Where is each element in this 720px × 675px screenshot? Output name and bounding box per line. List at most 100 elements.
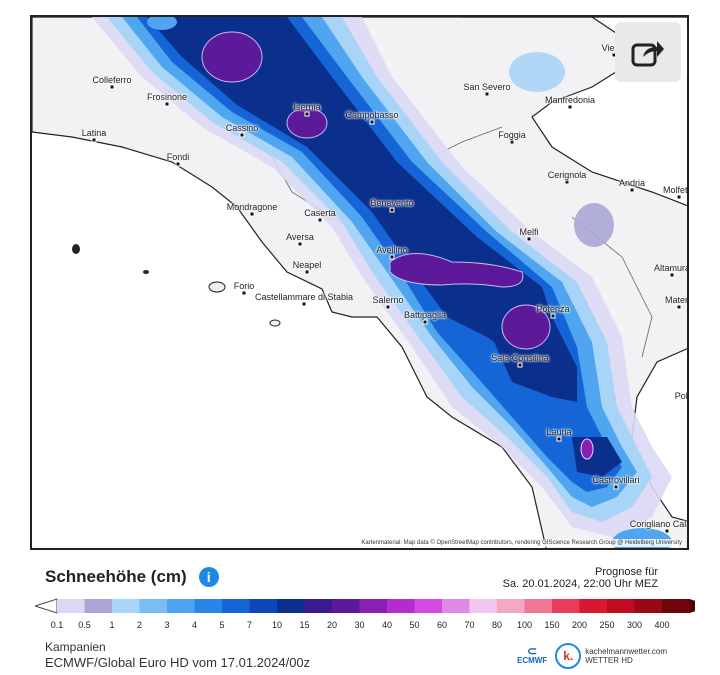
snow-core-5 [580, 438, 594, 460]
city-marker [297, 241, 303, 247]
city-label: Fondi [166, 152, 190, 162]
snow-core-3 [389, 253, 524, 288]
scale-tick: 150 [544, 620, 560, 630]
city-marker [664, 528, 670, 534]
city-label: Castrovillari [592, 475, 640, 485]
scale-tick: 0.1 [50, 620, 64, 630]
kachelmann-text: kachelmannwetter.com [585, 647, 668, 656]
city-label: Foggia [498, 130, 526, 140]
snow-core-1 [201, 31, 263, 83]
city-label: Avellino [376, 245, 408, 255]
city-marker [676, 304, 682, 310]
scale-tick: 4 [191, 620, 198, 630]
city-label: Salerno [372, 295, 404, 305]
scale-tick: 10 [271, 620, 283, 630]
scale-tick: 2 [136, 620, 143, 630]
scale-swatch [387, 599, 415, 613]
scale-tick: 250 [599, 620, 615, 630]
city-label: Altamura [653, 263, 689, 273]
city-label: Manfredonia [544, 95, 596, 105]
city-label: Neapel [292, 260, 322, 270]
scale-swatch [414, 599, 442, 613]
legend-title: Schneehöhe (cm) [45, 567, 187, 586]
city-marker [304, 269, 310, 275]
scale-swatch [579, 599, 607, 613]
city-label: San Severo [463, 82, 511, 92]
city-marker [389, 207, 395, 213]
snow-band-7 [147, 17, 567, 397]
snow-core-4 [501, 304, 551, 350]
city-marker [556, 436, 562, 442]
city-marker [301, 301, 307, 307]
snow-core-2 [286, 107, 328, 139]
scale-swatch [552, 599, 580, 613]
scale-tick: 200 [571, 620, 588, 630]
city-marker [689, 401, 690, 406]
map-attribution: Kartenmaterial: Map data © OpenStreetMap… [358, 539, 685, 547]
share-button[interactable] [615, 22, 681, 82]
scale-swatch [139, 599, 167, 613]
city-marker [550, 313, 556, 319]
city-marker [669, 272, 675, 278]
scale-swatch [112, 599, 140, 613]
model-label: ECMWF/Global Euro HD vom 17.01.2024/00z [45, 655, 311, 670]
city-marker [567, 104, 573, 110]
city-label: Castellammare di Stabia [254, 292, 354, 302]
city-label: Policoro [674, 391, 689, 401]
city-marker [389, 254, 395, 260]
scale-swatch [497, 599, 525, 613]
scale-swatch [222, 599, 250, 613]
scale-tick: 0.5 [78, 620, 91, 630]
city-marker [249, 211, 255, 217]
info-icon[interactable]: i [198, 567, 219, 587]
city-label: Lauria [546, 427, 572, 437]
forecast-info: Prognose für Sa. 20.01.2024, 22:00 Uhr M… [503, 566, 658, 590]
scale-swatch [249, 599, 277, 613]
scale-arrow-left [35, 598, 58, 614]
city-marker [304, 111, 310, 117]
city-label: Cassino [225, 123, 259, 133]
scale-swatch [84, 599, 112, 613]
city-label: Aversa [286, 232, 314, 242]
city-marker [676, 194, 682, 200]
scale-swatch [277, 599, 305, 613]
city-marker [164, 101, 170, 107]
city-label: Forio [233, 281, 255, 291]
city-label: Corigliano Calabro [629, 519, 687, 529]
scale-tick: 400 [654, 620, 670, 630]
city-label: Frosinone [146, 92, 188, 102]
city-label: Isernia [293, 102, 321, 112]
scale-tick: 5 [219, 620, 225, 630]
city-label: Matera [664, 295, 689, 305]
scale-tick: 300 [626, 620, 643, 630]
scale-tick: 100 [516, 620, 533, 630]
scale-tick: 80 [491, 620, 503, 630]
forecast-time: Sa. 20.01.2024, 22:00 Uhr MEZ [502, 578, 658, 590]
snow-map[interactable]: Vieste Colleferro Frosinone San Severo Manfr… [30, 15, 689, 550]
scale-swatch [359, 599, 387, 613]
region-label: Kampanien [45, 640, 106, 654]
scale-tick: 40 [381, 620, 393, 630]
scale-tick: 50 [409, 620, 420, 630]
city-marker [91, 137, 97, 143]
city-label: Potenza [536, 304, 570, 314]
city-marker [629, 187, 635, 193]
city-marker [517, 362, 523, 368]
scale-swatch [167, 599, 195, 613]
city-label: Melfi [519, 227, 539, 237]
city-marker [564, 179, 570, 185]
scale-swatch [634, 599, 662, 613]
legend-title-row: Schneehöhe (cm) i [45, 567, 219, 587]
scale-swatch [607, 599, 635, 613]
logos: ⊂ ECMWF k. kachelmannwetter.com WETTER H… [517, 643, 667, 669]
kachelmann-logo[interactable]: k. kachelmannwetter.com WETTER HD [555, 643, 667, 669]
scale-swatch [524, 599, 552, 613]
city-label: Colleferro [92, 75, 132, 85]
city-label: Latina [81, 128, 107, 138]
city-label: Vieste [601, 43, 627, 53]
scale-tick: 15 [299, 620, 310, 630]
city-marker [613, 484, 619, 490]
city-label: Molfetta [662, 185, 688, 195]
kachelmann-icon: k. [555, 643, 582, 669]
city-marker [369, 119, 375, 125]
